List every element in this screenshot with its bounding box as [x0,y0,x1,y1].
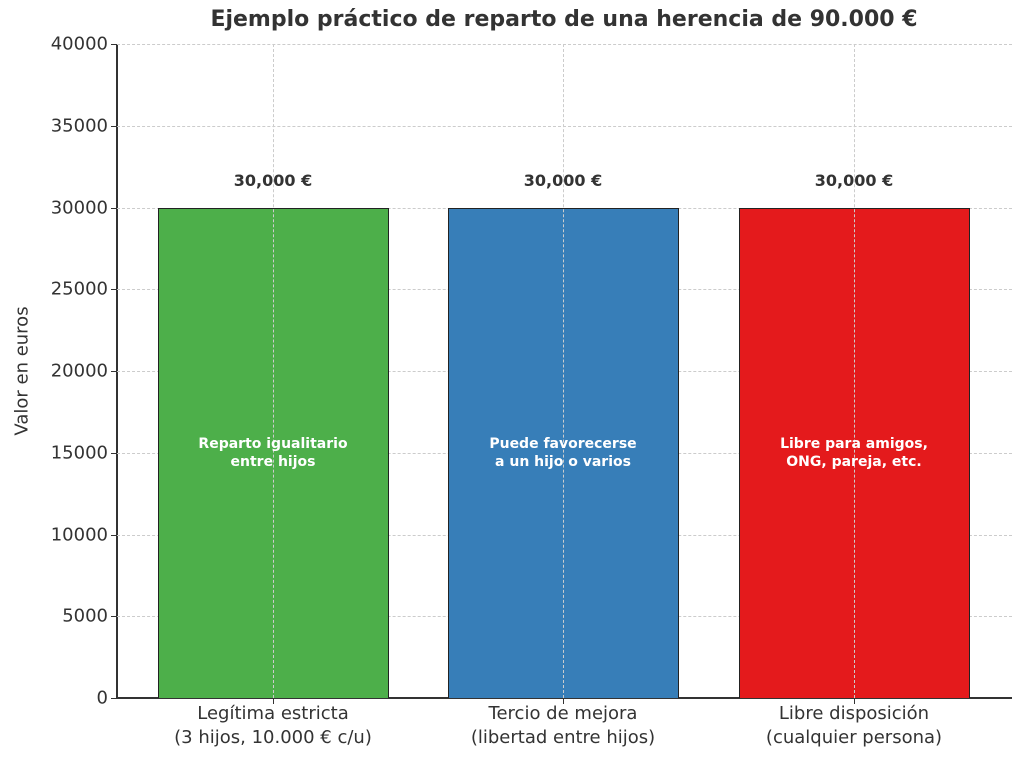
y-axis-label: Valor en euros [11,306,33,436]
y-tick-label: 40000 [50,33,108,55]
x-gridline [854,44,855,698]
plot-area: 0 5000 10000 15000 20000 25000 30000 35000 40000… [51,34,1012,709]
y-tick-label: 30000 [50,197,108,218]
y-tick [111,289,117,291]
bar-annotation: Puede favorecerse a un hijo o varios [489,435,637,470]
y-tick [111,698,117,699]
y-gridline [117,44,1012,45]
x-gridline [563,44,564,698]
x-tick-label: Legítima estricta (3 hijos, 10.000 € c/u… [174,703,372,748]
y-tick [111,534,117,536]
y-tick [111,207,117,209]
y-tick-label: 20000 [50,360,108,382]
bar-annotation: Reparto igualitario entre hijos [198,435,348,470]
x-tick [563,698,564,704]
bar-annotation: Libre para amigos, ONG, pareja, etc. [780,435,928,470]
x-gridline [273,44,274,698]
x-axis-line [117,697,1012,699]
y-tick [111,125,117,127]
x-tick [273,698,274,704]
y-tick-label: 35000 [50,115,108,137]
y-tick-label: 15000 [50,442,108,464]
y-tick-label: 0 [96,687,108,709]
x-tick [854,698,855,704]
x-tick-label: Tercio de mejora (libertad entre hijos) [470,703,656,748]
y-tick-label: 10000 [50,524,108,545]
y-tick [111,616,117,618]
y-tick-label: 25000 [50,278,108,300]
chart-title: Ejemplo práctico de reparto de una heren… [210,7,918,32]
y-gridline [117,125,1012,127]
x-tick-label: Libre disposición (cualquier persona) [765,703,943,748]
y-tick-label: 5000 [62,605,108,627]
y-tick [111,452,117,454]
y-tick [111,371,117,372]
y-tick [111,44,117,45]
